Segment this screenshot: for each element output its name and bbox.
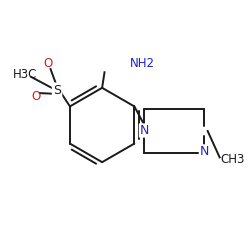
Text: H3C: H3C [13, 68, 37, 81]
Text: NH2: NH2 [130, 57, 155, 70]
Text: O: O [44, 57, 53, 70]
Text: CH3: CH3 [221, 153, 245, 166]
Text: N: N [140, 124, 149, 137]
Text: O: O [32, 90, 41, 103]
Text: S: S [53, 84, 61, 97]
Text: N: N [199, 145, 209, 158]
